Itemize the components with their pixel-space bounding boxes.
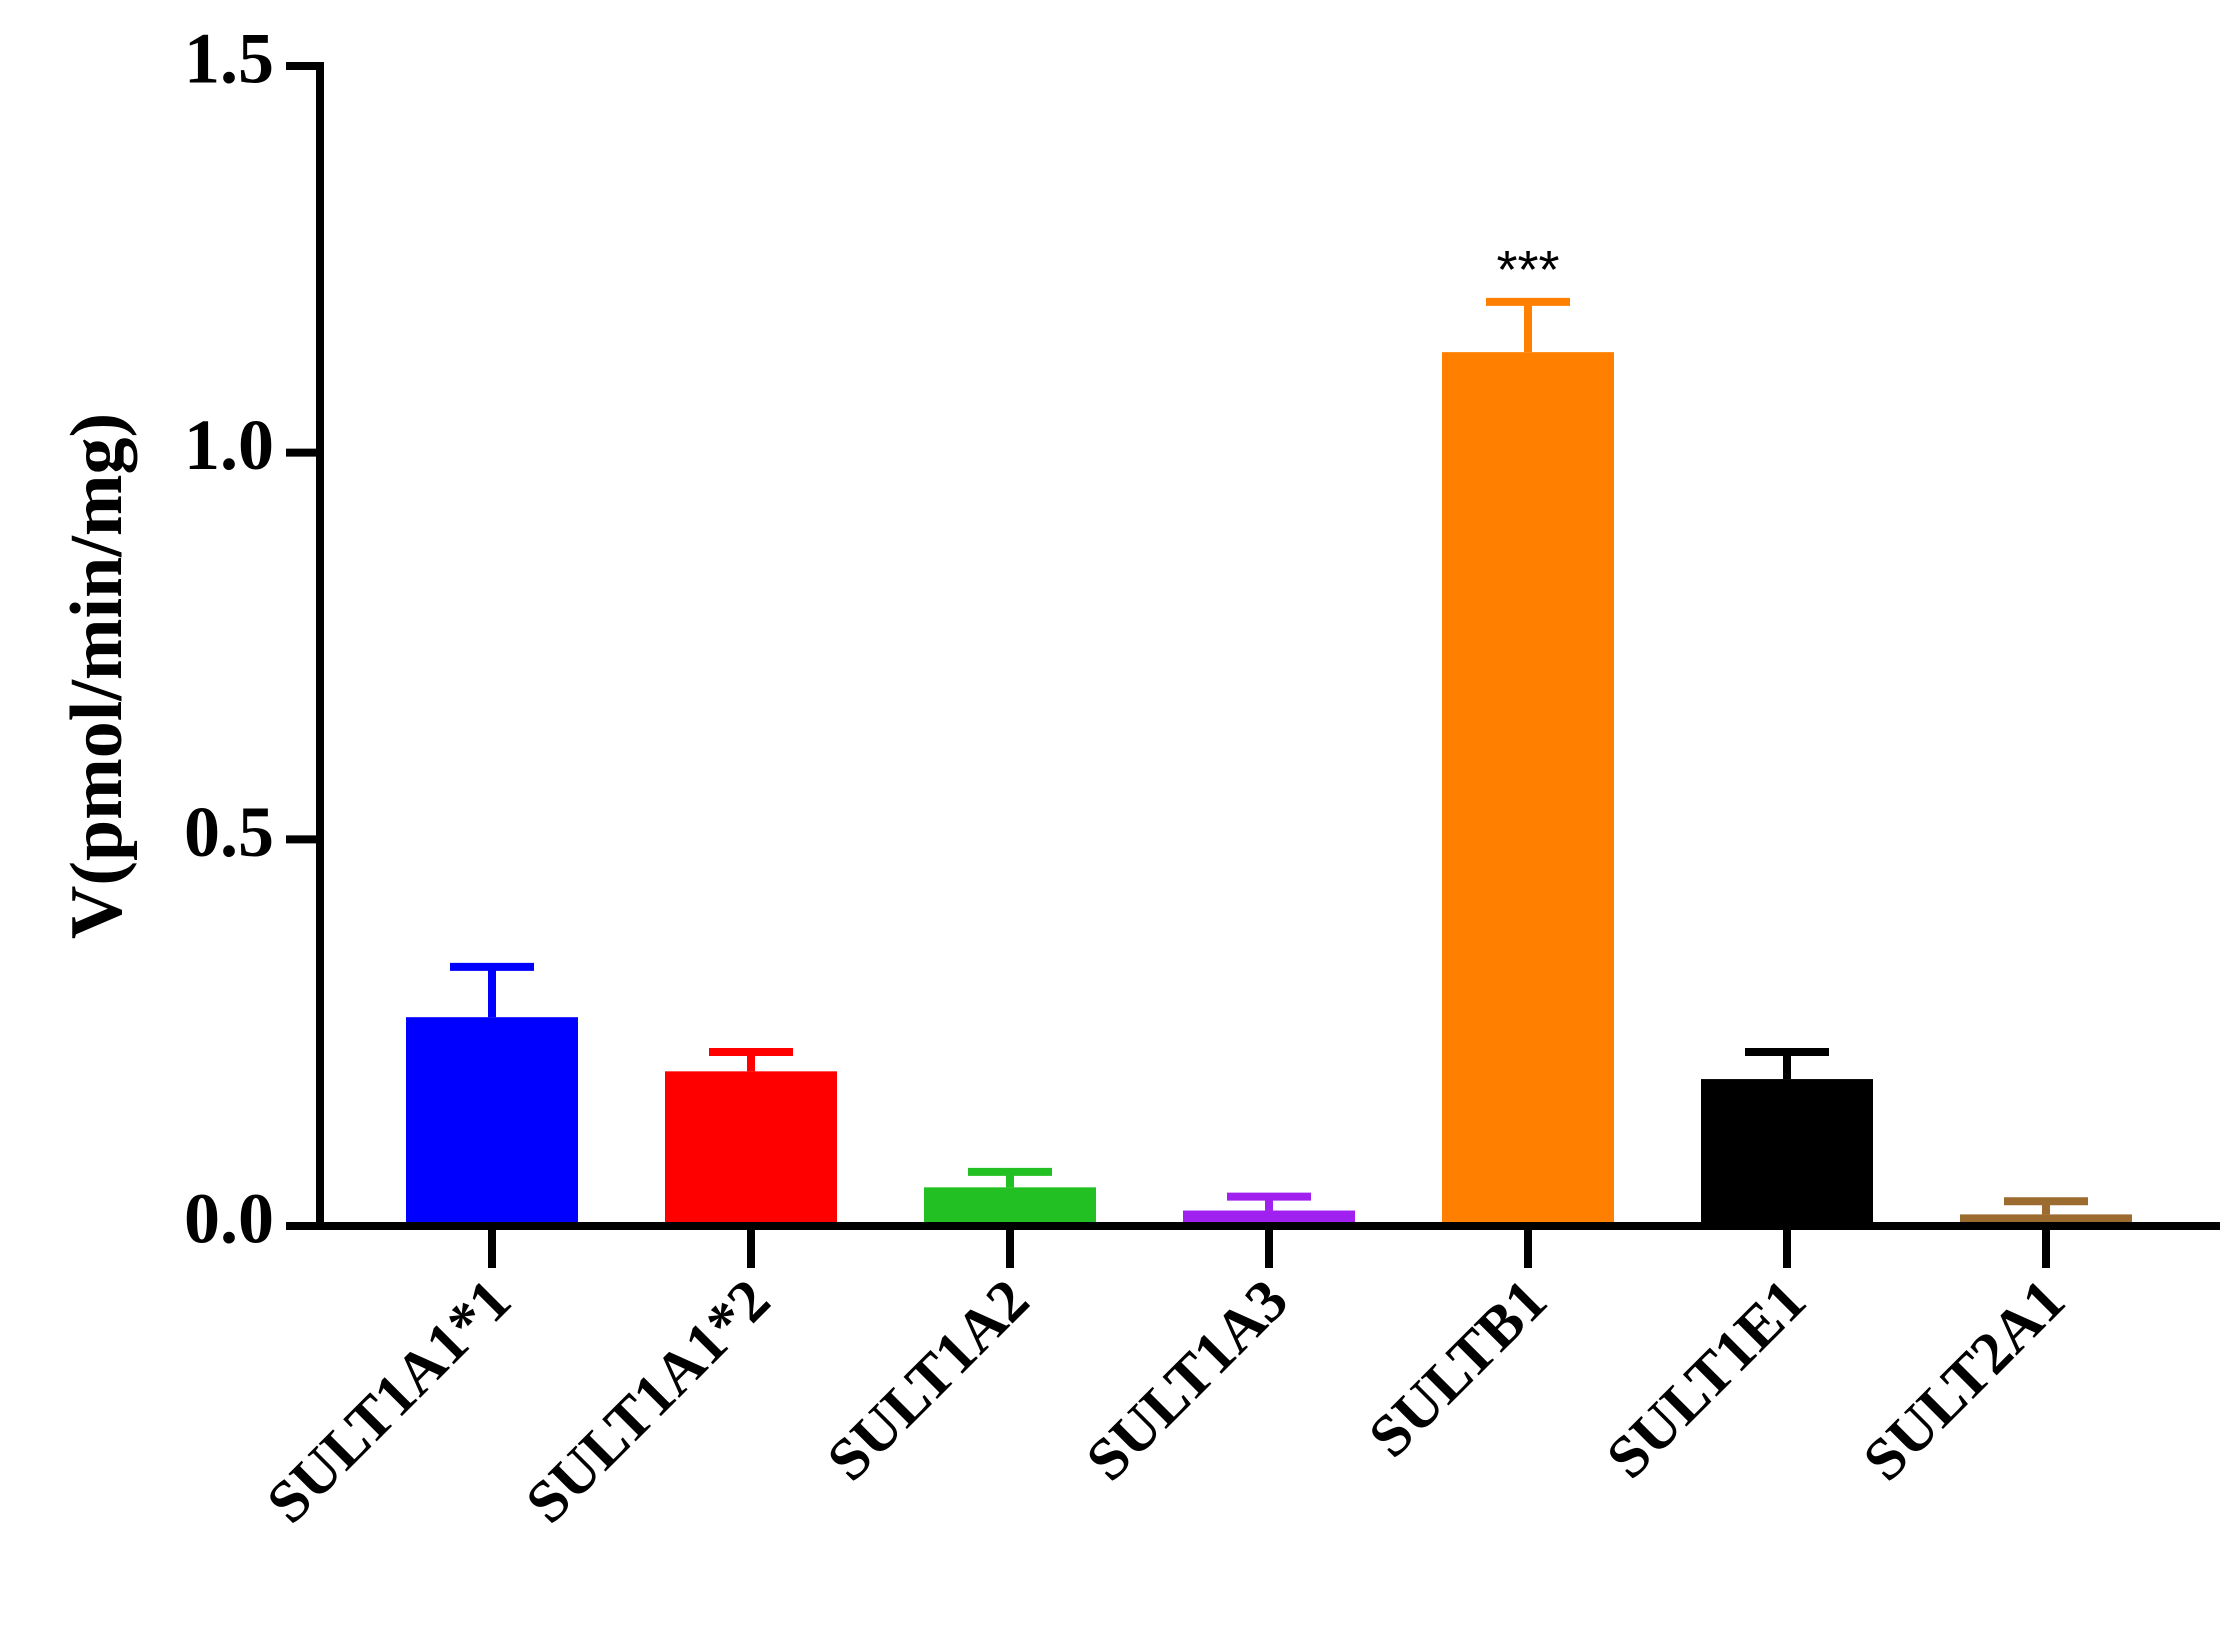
- y-tick-label: 0.0: [184, 1179, 274, 1259]
- x-tick-label: SULT1A1*1: [254, 1267, 523, 1536]
- error-bar: [968, 1167, 1052, 1188]
- x-tick-label: SULT1A1*2: [513, 1267, 782, 1536]
- error-bar: [450, 962, 534, 1018]
- bar-sult1a2: [924, 1187, 1096, 1226]
- y-ticks-group: 0.0 0.5 1.0 1.5: [184, 19, 320, 1259]
- bar-sultb1: [1442, 352, 1614, 1227]
- x-tick-label: SULTB1: [1356, 1267, 1559, 1470]
- y-tick-label: 0.5: [184, 792, 274, 872]
- x-tick-label: SULT1A2: [815, 1267, 1042, 1494]
- y-tick-label: 1.5: [184, 19, 274, 99]
- error-bar: [709, 1048, 793, 1072]
- y-tick-label: 1.0: [184, 405, 274, 485]
- x-tick-label: SULT2A1: [1851, 1267, 2078, 1494]
- annotations-group: ***: [1496, 240, 1559, 300]
- error-bar: [1486, 297, 1570, 353]
- error-bar: [1227, 1192, 1311, 1211]
- x-tick-label: SULT1E1: [1594, 1267, 1818, 1491]
- error-bars-group: [450, 297, 2088, 1215]
- y-axis-title: V(pmol/min/mg): [56, 413, 138, 939]
- error-bar: [1745, 1048, 1829, 1080]
- bar-sult1e1: [1701, 1079, 1873, 1226]
- bar-sult2a1: [1960, 1214, 2132, 1226]
- x-tick-label: SULT1A3: [1074, 1267, 1301, 1494]
- axes-group: [316, 62, 2220, 1230]
- bar-sult1a1-2: [665, 1071, 837, 1226]
- bars-group: [406, 352, 2132, 1227]
- error-bar: [2004, 1197, 2088, 1215]
- y-axis-title-group: V(pmol/min/mg): [56, 413, 138, 939]
- bar-sult1a1-1: [406, 1017, 578, 1226]
- significance-annotation: ***: [1496, 240, 1559, 300]
